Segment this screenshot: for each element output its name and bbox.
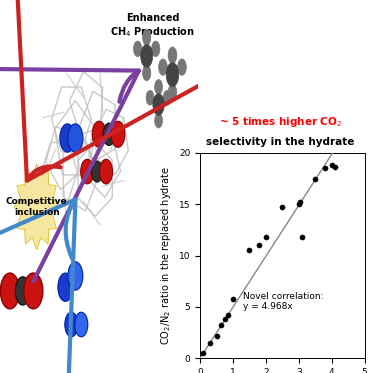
Point (200, 350, 206, 356)
Circle shape (146, 90, 154, 105)
Circle shape (153, 94, 164, 115)
Point (222, 316, 228, 322)
Point (322, 165, 328, 171)
Point (263, 234, 269, 240)
Circle shape (166, 63, 179, 87)
Circle shape (155, 79, 162, 94)
Text: ~ 5 times higher CO$_2$: ~ 5 times higher CO$_2$ (219, 115, 342, 129)
Point (279, 204, 285, 210)
Circle shape (58, 273, 73, 301)
Circle shape (103, 123, 115, 145)
Circle shape (111, 121, 125, 147)
Circle shape (81, 159, 94, 184)
Circle shape (99, 159, 113, 184)
Text: Enhanced
CH$_4$ Production: Enhanced CH$_4$ Production (110, 13, 195, 39)
Point (297, 199, 303, 205)
Circle shape (92, 161, 103, 182)
Circle shape (15, 277, 30, 305)
Point (225, 312, 231, 318)
Point (207, 340, 213, 346)
Y-axis label: CO$_2$/N$_2$ ratio in the replaced hydrate: CO$_2$/N$_2$ ratio in the replaced hydra… (159, 166, 173, 345)
Point (214, 333, 220, 339)
Text: Novel correlation:
y = 4.968x: Novel correlation: y = 4.968x (243, 292, 324, 311)
Point (329, 162, 335, 168)
Circle shape (168, 84, 177, 101)
Text: selectivity in the hydrate: selectivity in the hydrate (206, 138, 355, 147)
Text: Competitive
inclusion: Competitive inclusion (6, 197, 67, 217)
Circle shape (134, 41, 142, 57)
Point (256, 242, 262, 248)
Circle shape (68, 262, 83, 290)
Point (246, 247, 252, 253)
Point (218, 322, 224, 328)
Point (312, 176, 318, 182)
Circle shape (142, 65, 151, 81)
Circle shape (168, 47, 177, 63)
Circle shape (159, 59, 167, 75)
Point (230, 295, 236, 301)
Circle shape (151, 41, 160, 57)
Circle shape (75, 312, 88, 337)
FancyArrowPatch shape (15, 0, 233, 181)
FancyArrowPatch shape (0, 200, 76, 373)
Circle shape (0, 273, 19, 309)
Point (332, 164, 338, 170)
Circle shape (65, 312, 78, 337)
Circle shape (142, 30, 151, 46)
Point (299, 234, 305, 240)
Circle shape (163, 90, 171, 105)
Circle shape (68, 124, 83, 152)
Circle shape (178, 59, 186, 75)
Polygon shape (14, 164, 59, 250)
Point (296, 201, 302, 207)
FancyArrowPatch shape (0, 68, 139, 282)
Circle shape (141, 45, 153, 67)
Circle shape (155, 113, 162, 128)
Circle shape (92, 121, 106, 147)
Circle shape (60, 124, 75, 152)
Circle shape (24, 273, 43, 309)
